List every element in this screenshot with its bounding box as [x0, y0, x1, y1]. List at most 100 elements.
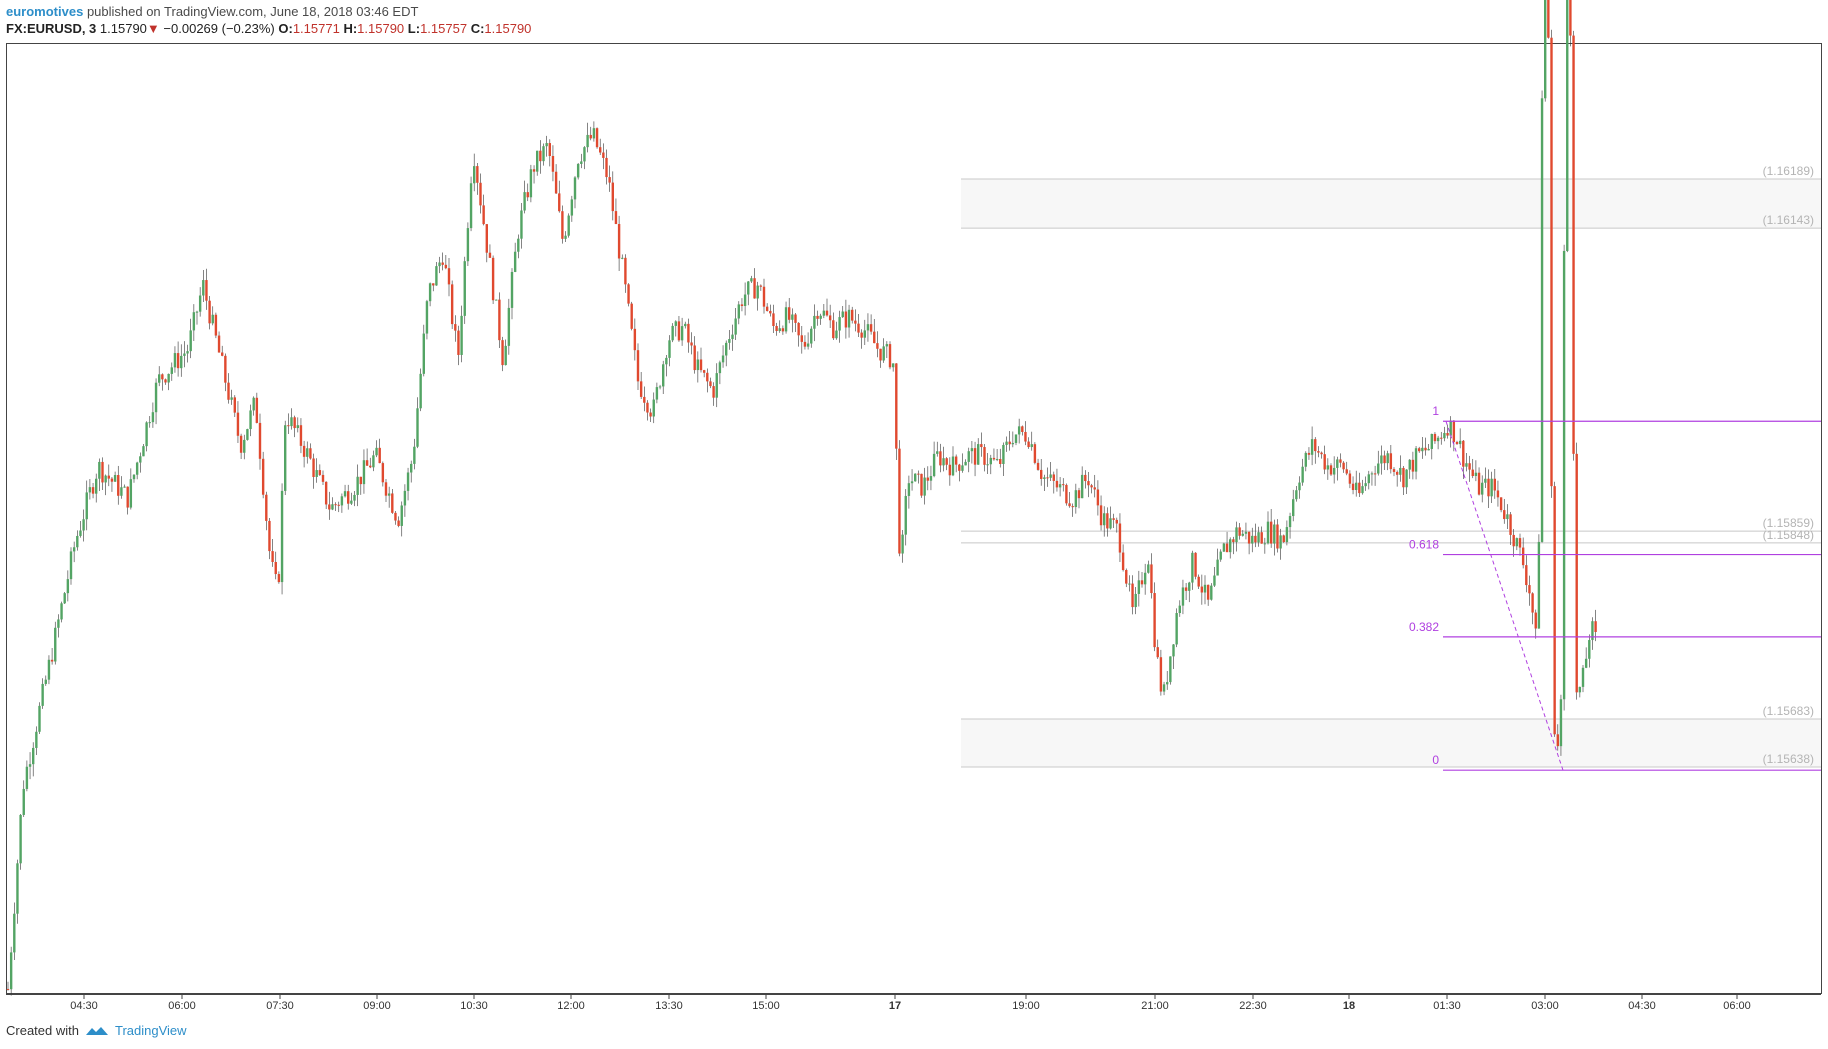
- author-link[interactable]: euromotives: [6, 4, 84, 19]
- candle-body: [1562, 250, 1566, 700]
- candle: [217, 331, 221, 353]
- candle: [422, 324, 425, 377]
- candle-body: [1351, 483, 1355, 491]
- candle: [932, 441, 936, 478]
- candle-body: [435, 266, 438, 286]
- candle: [1553, 481, 1556, 737]
- candle: [1188, 581, 1191, 603]
- candle: [1336, 456, 1339, 481]
- candle-body: [589, 134, 592, 139]
- candle: [1490, 471, 1493, 503]
- candle: [1279, 528, 1282, 560]
- candle-body: [854, 320, 857, 324]
- candle-body: [1106, 513, 1109, 529]
- candle: [740, 298, 744, 312]
- candle-body: [816, 315, 819, 319]
- candle-body: [920, 473, 923, 496]
- candle: [652, 392, 655, 424]
- candle-body: [183, 353, 186, 356]
- candle-body: [1014, 434, 1018, 443]
- candle-body: [1389, 453, 1393, 470]
- candle-body: [16, 863, 19, 914]
- candle: [261, 451, 265, 499]
- candle-body: [249, 410, 252, 430]
- symbol-label[interactable]: FX:EURUSD, 3: [6, 21, 97, 36]
- candle: [1509, 511, 1512, 546]
- candle-body: [1314, 439, 1317, 452]
- candle: [293, 415, 296, 438]
- candle: [208, 295, 211, 330]
- candle: [1109, 506, 1112, 530]
- candle: [340, 493, 344, 513]
- candle: [992, 448, 996, 461]
- close-label: C:: [470, 21, 485, 36]
- candle-body: [784, 307, 788, 332]
- candle: [123, 484, 126, 488]
- candle: [6, 981, 10, 991]
- candle: [1058, 477, 1062, 497]
- candle-body: [1263, 543, 1267, 545]
- candle-body: [564, 235, 567, 239]
- candle-body: [428, 283, 432, 302]
- candle: [690, 332, 693, 355]
- candle-body: [970, 448, 974, 452]
- candle-body: [778, 328, 781, 332]
- candle-body: [224, 355, 227, 383]
- candle: [510, 268, 514, 320]
- candle-body: [611, 182, 614, 212]
- candle: [1027, 437, 1030, 449]
- tradingview-logo-icon[interactable]: [85, 1025, 109, 1037]
- candle-body: [1115, 519, 1118, 524]
- candle-body: [384, 482, 388, 496]
- candle: [318, 464, 322, 477]
- time-axis[interactable]: 04:30 06:00 07:30 09:00 10:30 12:00 13:30 15:00…: [70, 995, 1751, 1012]
- candle: [107, 464, 110, 487]
- candle-body: [1062, 484, 1065, 486]
- candle-body: [869, 324, 873, 332]
- candle-body: [337, 504, 340, 506]
- candle: [926, 466, 929, 491]
- candle: [986, 453, 989, 474]
- candle: [942, 446, 945, 472]
- fibonacci-retracement[interactable]: 1 0.618 0.382 0: [1409, 404, 1821, 771]
- candle-body: [539, 150, 542, 162]
- candle-body: [583, 147, 586, 162]
- candle: [1292, 489, 1295, 522]
- candle-body: [1084, 474, 1087, 482]
- candle: [1424, 437, 1427, 456]
- candle-body: [113, 475, 117, 482]
- candle: [69, 547, 73, 585]
- candle: [1043, 474, 1046, 491]
- candle: [961, 453, 964, 473]
- candle: [624, 254, 627, 293]
- candle: [246, 428, 249, 441]
- candle: [1364, 476, 1367, 491]
- candle-body: [233, 397, 236, 413]
- tradingview-brand[interactable]: TradingView: [114, 1023, 187, 1038]
- price-level-label: (1.16189): [1763, 164, 1814, 178]
- candle-body: [964, 461, 967, 466]
- candle: [825, 298, 829, 317]
- candle-body: [772, 313, 775, 326]
- candle: [1235, 521, 1238, 552]
- candle: [614, 198, 618, 225]
- candle: [765, 303, 769, 312]
- candle-body: [1547, 0, 1550, 38]
- candle: [1285, 520, 1289, 546]
- candle-body: [438, 262, 441, 267]
- candle-body: [85, 492, 88, 520]
- candle: [328, 491, 331, 520]
- candle-body: [1156, 647, 1159, 658]
- candle: [309, 443, 312, 460]
- candle: [299, 418, 303, 454]
- candle-body: [983, 447, 986, 465]
- candle: [211, 306, 214, 326]
- candle-body: [580, 161, 583, 164]
- candle: [554, 164, 558, 194]
- candle: [945, 457, 948, 471]
- candle: [1200, 574, 1204, 605]
- candle-body: [1200, 586, 1204, 593]
- candle: [1263, 537, 1267, 554]
- candle-body: [331, 504, 334, 510]
